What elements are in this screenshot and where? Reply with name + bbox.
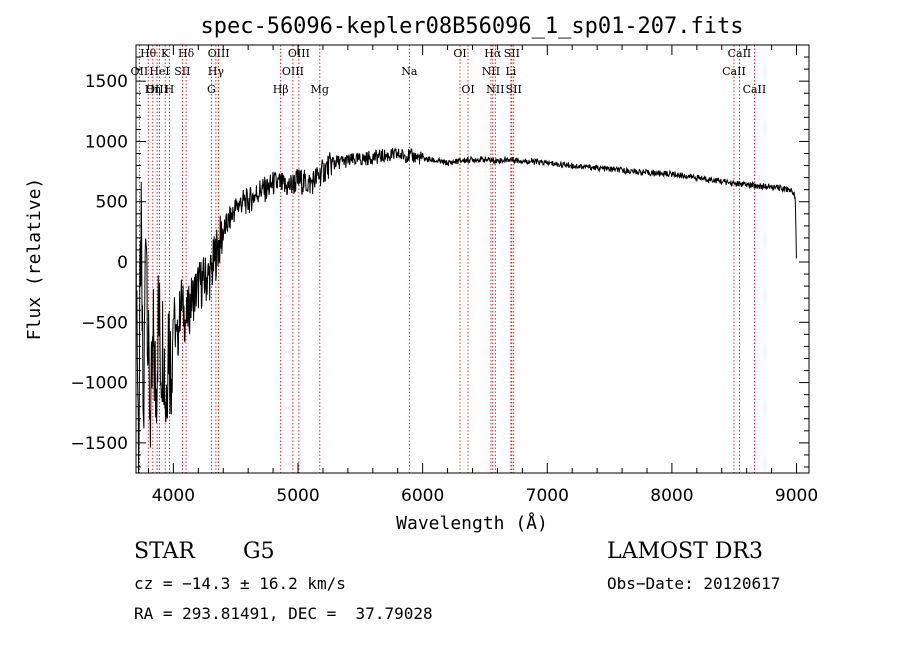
spectral-line-label: Na <box>401 65 418 78</box>
spectral-line-label: G <box>207 83 216 96</box>
y-tick-label: 1500 <box>85 72 128 92</box>
spectral-line-label: SII <box>504 47 520 60</box>
spectral-line-label: OII <box>131 65 149 78</box>
y-axis-label: Flux (relative) <box>24 178 45 341</box>
spectral-line-label: CaII <box>728 47 752 60</box>
spectral-line-label: Mg <box>311 83 329 96</box>
spectral-line-label: H <box>165 83 175 96</box>
spectral-line-label: Hδ <box>178 47 195 60</box>
y-tick-label: −1500 <box>70 434 128 454</box>
spectral-line-label: HeI <box>149 65 169 78</box>
spectral-line-label: OI <box>461 83 474 96</box>
y-tick-label: 1000 <box>85 132 128 152</box>
spectral-line-label: Hγ <box>208 65 225 78</box>
plot-frame <box>135 44 810 474</box>
y-tick-label: −1000 <box>70 374 128 394</box>
x-axis-label: Wavelength (Å) <box>396 512 548 534</box>
flux-series-line <box>135 147 797 474</box>
x-tick-label: 5000 <box>276 486 319 506</box>
spectral-line-label: Li <box>505 65 516 78</box>
observation-date: Obs−Date: 20120617 <box>607 574 781 593</box>
object-subclass: G5 <box>243 539 275 564</box>
y-tick-label: 0 <box>117 253 128 273</box>
spectral-line-label: OIII <box>288 47 310 60</box>
axes: 4000 5000 6000 7000 8000 9000 −1500 −1000 −500 0 5… <box>70 44 818 506</box>
spectral-line-label: Hα <box>484 47 502 60</box>
x-tick-label: 6000 <box>401 486 444 506</box>
y-tick-label: 500 <box>96 193 128 213</box>
y-tick-label: −500 <box>81 313 128 333</box>
x-tick-label: 4000 <box>152 486 195 506</box>
x-tick-label: 9000 <box>775 486 818 506</box>
spectral-line-label: Hη <box>145 83 161 96</box>
spectral-line-label: K <box>161 47 170 60</box>
x-tick-label: 8000 <box>650 486 693 506</box>
spectral-line-label: CaII <box>722 65 746 78</box>
spectral-line-label: SII <box>174 65 190 78</box>
spectral-line-label: NII <box>486 83 504 96</box>
survey-name: LAMOST DR3 <box>607 539 763 564</box>
spectral-line-label: OIII <box>282 65 304 78</box>
x-tick-label: 7000 <box>526 486 569 506</box>
spectral-line-label: Hβ <box>273 83 289 96</box>
spectral-line-label: OI <box>453 47 466 60</box>
redshift-cz: cz = −14.3 ± 16.2 km/s <box>134 574 346 593</box>
spectral-line-label: CaII <box>743 83 767 96</box>
spectral-line-label: OIII <box>146 83 168 96</box>
spectral-line-label: NII <box>482 65 500 78</box>
object-class: STAR <box>134 539 195 564</box>
coordinates: RA = 293.81491, DEC = 37.79028 <box>134 604 433 623</box>
spectral-line-label: SII <box>506 83 522 96</box>
chart-title: spec-56096-kepler08B56096_1_sp01-207.fit… <box>200 14 743 39</box>
spectral-line-label: OIII <box>208 47 230 60</box>
